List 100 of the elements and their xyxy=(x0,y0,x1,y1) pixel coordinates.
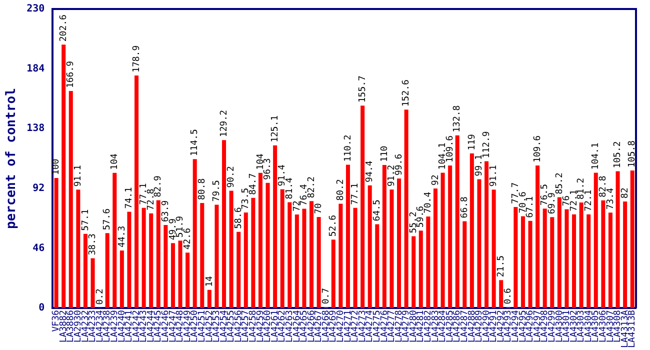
bar xyxy=(214,204,219,308)
bar xyxy=(440,172,445,308)
data-label: 109.6 xyxy=(532,135,543,163)
y-axis-title: percent of control xyxy=(4,88,20,229)
bar xyxy=(608,212,612,308)
data-label: 112.9 xyxy=(482,131,492,158)
data-label: 73.4 xyxy=(606,188,616,210)
data-label: 114.5 xyxy=(190,129,200,156)
bar xyxy=(54,178,58,308)
bar xyxy=(528,220,532,308)
bar xyxy=(579,202,584,308)
bar xyxy=(616,171,620,308)
bar xyxy=(186,252,190,308)
data-label: 155.7 xyxy=(358,76,368,103)
bar xyxy=(484,161,489,308)
bar xyxy=(288,202,292,308)
bar xyxy=(142,208,146,308)
bar xyxy=(623,201,628,308)
data-label: 64.5 xyxy=(372,200,382,222)
bar xyxy=(492,190,496,308)
data-label: 104 xyxy=(110,154,120,170)
data-label: 70 xyxy=(314,203,324,214)
bar xyxy=(426,216,430,308)
bar xyxy=(382,165,386,308)
bar xyxy=(462,221,467,308)
data-label: 91.1 xyxy=(74,164,84,187)
bar xyxy=(470,153,474,308)
data-label: 57.6 xyxy=(102,208,113,230)
bar xyxy=(222,140,226,308)
bar xyxy=(368,185,372,308)
bar xyxy=(564,209,569,308)
bar xyxy=(550,217,554,308)
data-label: 0.6 xyxy=(504,288,514,304)
bar xyxy=(207,290,212,308)
bar xyxy=(390,189,394,308)
bar xyxy=(542,208,547,308)
bar xyxy=(346,164,350,308)
data-label: 81.4 xyxy=(284,178,295,200)
bar xyxy=(76,190,80,308)
bar xyxy=(156,200,160,308)
y-tick-label: 92 xyxy=(32,183,45,194)
data-label: 90.2 xyxy=(226,166,237,188)
bar xyxy=(105,233,110,308)
bar xyxy=(418,230,423,308)
data-label: 105.8 xyxy=(628,140,638,168)
data-label: 125.1 xyxy=(270,115,280,142)
data-label: 58.6 xyxy=(234,207,244,229)
y-tick-label: 184 xyxy=(26,63,45,74)
bar xyxy=(586,214,591,308)
bar xyxy=(601,200,606,308)
bar xyxy=(310,201,314,308)
bar xyxy=(62,44,66,308)
data-label: 178.9 xyxy=(132,45,142,72)
data-label: 70.4 xyxy=(424,192,434,214)
y-tick-label: 138 xyxy=(26,123,45,134)
data-label: 119 xyxy=(467,134,478,150)
data-label: 44.3 xyxy=(117,226,128,248)
x-tick-label: LA4313B xyxy=(628,310,638,348)
data-label: 80.2 xyxy=(336,179,346,201)
data-label: 67.1 xyxy=(526,196,536,218)
bar xyxy=(397,178,402,308)
data-label: 100 xyxy=(52,158,62,176)
data-label: 91.1 xyxy=(489,164,500,187)
data-label: 79.5 xyxy=(212,180,222,202)
data-label: 14 xyxy=(204,276,215,287)
bar xyxy=(258,172,262,308)
data-label: 85.2 xyxy=(554,172,565,194)
bar xyxy=(477,179,482,308)
bar xyxy=(134,75,139,308)
bar xyxy=(244,212,248,308)
data-label: 82.9 xyxy=(154,176,164,198)
y-tick-label: 230 xyxy=(26,4,45,15)
bar xyxy=(520,216,525,308)
data-label: 152.6 xyxy=(402,80,412,107)
bar xyxy=(229,190,234,308)
y-tick-label: 46 xyxy=(32,242,45,254)
data-label: 0.2 xyxy=(95,288,106,305)
data-label: 82 xyxy=(620,188,630,198)
bar xyxy=(112,172,117,308)
bar xyxy=(404,110,408,308)
data-label: 166.9 xyxy=(66,60,76,88)
data-label: 0.7 xyxy=(321,288,332,304)
data-label: 77.1 xyxy=(350,183,361,205)
data-label: 57.1 xyxy=(80,209,91,231)
bar xyxy=(433,188,438,308)
bar xyxy=(68,91,73,308)
data-label: 72.1 xyxy=(584,190,594,212)
y-tick-label: 0 xyxy=(38,302,45,314)
bar xyxy=(360,106,365,308)
bar xyxy=(149,213,154,308)
data-label: 80.8 xyxy=(197,178,208,200)
data-label: 38.3 xyxy=(88,234,98,256)
bar xyxy=(164,224,168,308)
data-label: 110.2 xyxy=(343,134,354,162)
bar xyxy=(353,208,358,308)
bar xyxy=(455,135,460,308)
bar xyxy=(514,207,518,308)
bar xyxy=(572,214,576,308)
data-label: 94.4 xyxy=(365,160,376,182)
bar xyxy=(236,232,241,308)
